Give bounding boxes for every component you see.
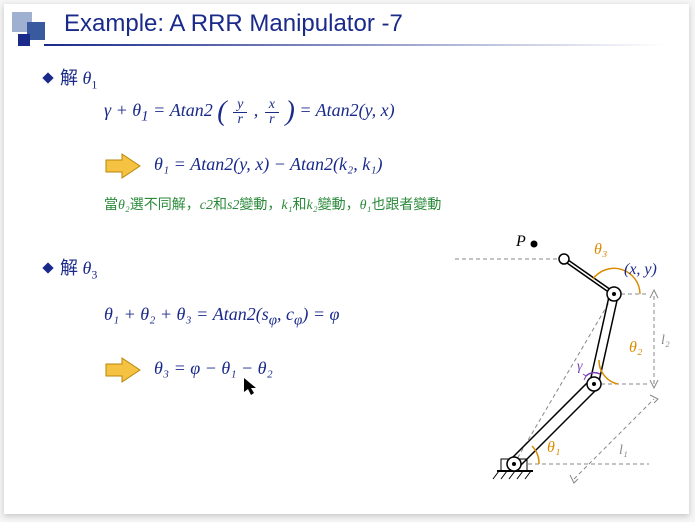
slide-title: Example: A RRR Manipulator -7 [64, 10, 403, 38]
equation-theta1-result: θ₁ = Atan2(y, x) − Atan2(k₂, k₁) [154, 154, 383, 175]
label-xy: (x, y) [624, 261, 657, 278]
equation-theta3-result: θ₃ = φ − θ₁ − θ₂ [154, 358, 273, 379]
eq1-mid: = Atan2 [149, 100, 218, 120]
eq3-sub1: φ [269, 313, 277, 329]
eq3-lhs: θ₁ + θ₂ + θ₃ = Atan2(s [104, 304, 269, 324]
bullet-solve-theta1: 解 θ1 [44, 64, 97, 93]
bullet1-prefix: 解 [60, 68, 83, 88]
eq3-rhs: ) = φ [302, 304, 339, 324]
label-theta1: θ₁ [547, 439, 560, 456]
eq1-comma: , [254, 100, 259, 120]
equation-gamma-plus-theta1: γ + θ1 = Atan2 ( yr , xr ) = Atan2(y, x) [104, 96, 395, 128]
note-v4: k₁ [281, 198, 292, 213]
bullet2-prefix: 解 [60, 258, 83, 278]
label-theta3: θ₃ [594, 241, 607, 258]
note-v1: θ₂ [118, 198, 130, 213]
arrow-icon [104, 152, 142, 185]
label-theta2: θ₂ [629, 339, 643, 356]
note-p6: 變動， [318, 198, 360, 213]
note-v5: k₂ [307, 198, 318, 213]
eq3-mid: , c [277, 304, 294, 324]
diamond-icon [42, 73, 53, 84]
bullet-solve-theta3: 解 θ3 [44, 254, 97, 283]
note-p5: 和 [293, 198, 307, 213]
rrr-manipulator-diagram: l₁ l₂ [419, 234, 679, 494]
label-l2: l₂ [661, 333, 670, 348]
eq1-frac2-den: r [265, 113, 278, 127]
diamond-icon [42, 263, 53, 274]
note-theta2-variation: 當θ₂選不同解，c2和s2變動，k₁和k₂變動，θ₁也跟者變動 [104, 194, 441, 214]
label-l1: l₁ [619, 443, 628, 458]
slide: Example: A RRR Manipulator -7 解 θ1 γ + θ… [4, 4, 689, 514]
note-p3: 和 [213, 198, 227, 213]
label-gamma: γ [577, 359, 583, 374]
note-v3: s2 [227, 198, 239, 213]
bullet1-sub: 1 [91, 78, 97, 92]
eq1-lhs-sub: 1 [141, 109, 149, 125]
note-p4: 變動， [239, 198, 281, 213]
eq1-frac1-num: y [233, 98, 247, 113]
corner-decoration [12, 12, 52, 52]
note-v6: θ₁ [360, 198, 372, 213]
eq1-frac2-num: x [265, 98, 279, 113]
note-p2: 選不同解， [130, 198, 200, 213]
note-p1: 當 [104, 198, 118, 213]
note-v2: c2 [200, 198, 213, 213]
title-underline [44, 44, 664, 46]
eq1-lhs: γ + θ [104, 100, 141, 120]
eq1-frac1-den: r [233, 113, 246, 127]
label-p: P [515, 234, 526, 250]
bullet2-sub: 3 [91, 268, 97, 282]
equation-sum-thetas: θ₁ + θ₂ + θ₃ = Atan2(sφ, cφ) = φ [104, 304, 339, 330]
cursor-icon [244, 378, 258, 396]
note-p7: 也跟者變動 [371, 198, 441, 213]
arrow-icon [104, 356, 142, 389]
eq1-rhs: = Atan2(y, x) [299, 100, 394, 120]
